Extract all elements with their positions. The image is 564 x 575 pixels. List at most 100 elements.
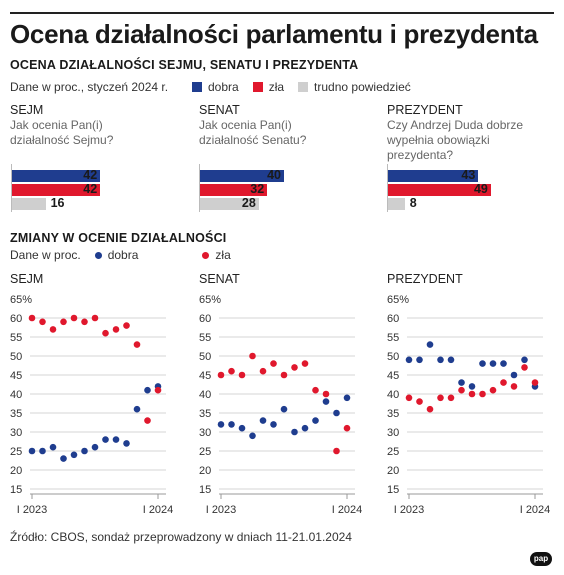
bar-value-dobra: 42 (83, 168, 98, 182)
point-dobra (60, 455, 67, 462)
point-zla (510, 383, 518, 390)
panel-question: Jak ocenia Pan(i) działalność Sejmu? (10, 118, 114, 147)
bar-axis-line (387, 164, 388, 212)
x-tick-label: I 2024 (520, 504, 551, 516)
point-zla (333, 447, 340, 455)
point-zla (426, 405, 434, 413)
point-zla (405, 394, 413, 402)
bar-value-zla: 32 (250, 182, 265, 196)
point-zla (102, 329, 109, 337)
section2-note: Dane w proc. (10, 248, 81, 262)
point-dobra (28, 447, 36, 455)
panel-name: SENAT (199, 103, 240, 117)
panel-question: Jak ocenia Pan(i) działalność Senatu? (199, 118, 307, 147)
y-tick-label: 50 (387, 351, 399, 363)
point-zla (500, 379, 507, 386)
y-tick-label: 50 (10, 351, 22, 363)
bar-dobra (200, 170, 284, 182)
panel-name: PREZYDENT (387, 103, 463, 117)
point-zla (447, 394, 455, 402)
point-dobra (217, 421, 225, 428)
point-dobra (39, 447, 46, 455)
bar-value-dobra: 40 (267, 168, 281, 182)
point-zla (60, 318, 67, 326)
bar-dobra (388, 170, 479, 182)
y-tick-label: 15 (199, 484, 211, 496)
pap-logo: pap (530, 552, 552, 566)
point-zla (301, 360, 309, 367)
legend-label: dobra (208, 80, 239, 94)
bar-value-trudno: 8 (409, 196, 417, 210)
point-zla (437, 394, 444, 402)
point-dobra (49, 443, 57, 451)
point-zla (270, 360, 277, 367)
point-zla (91, 314, 99, 322)
point-dobra (301, 424, 309, 432)
point-dobra (343, 394, 351, 402)
legend-dot-dobra (94, 251, 102, 259)
point-zla (133, 341, 141, 348)
point-dobra (228, 421, 235, 428)
point-dobra (238, 424, 246, 432)
point-zla (280, 371, 288, 379)
point-dobra (458, 379, 465, 386)
legend-item-dobra: dobra (94, 248, 138, 262)
point-dobra (426, 341, 434, 348)
point-dobra (489, 360, 497, 367)
y-tick-label: 55 (199, 332, 211, 344)
y-tick-label: 40 (199, 389, 211, 401)
x-tick-label: I 2024 (332, 504, 363, 516)
y-tick-label: 20 (10, 465, 22, 477)
point-dobra (333, 409, 340, 417)
legend-item-zla: zła (252, 80, 285, 94)
bar-trudno (200, 198, 259, 210)
point-dobra (270, 421, 277, 428)
point-zla (217, 371, 225, 379)
point-zla (458, 386, 465, 394)
bar-value-zla: 42 (83, 182, 98, 196)
x-tick-label: I 2023 (206, 504, 237, 516)
point-dobra (500, 360, 507, 367)
legend-label: zła (268, 80, 285, 94)
y-tick-label: 20 (199, 465, 211, 477)
y-top-label: 65% (10, 294, 32, 306)
point-zla (49, 326, 57, 333)
y-tick-label: 55 (10, 332, 22, 344)
y-tick-label: 45 (10, 370, 22, 382)
bar-zla (388, 184, 491, 196)
y-tick-label: 55 (387, 332, 399, 344)
y-tick-label: 30 (387, 427, 399, 439)
point-dobra (81, 447, 88, 455)
panel-name: SEJM (10, 103, 44, 117)
y-tick-label: 50 (199, 351, 211, 363)
point-dobra (91, 443, 99, 451)
source-note: Źródło: CBOS, sondaż przeprowadzony w dn… (10, 530, 352, 544)
point-zla (521, 364, 528, 371)
point-zla (479, 390, 486, 398)
dot-legend: Dane w proc. dobra zła (10, 248, 245, 262)
bar-value-zla: 49 (473, 182, 488, 196)
point-zla (531, 379, 539, 386)
point-zla (489, 386, 497, 394)
y-tick-label: 45 (387, 370, 399, 382)
point-dobra (259, 417, 267, 424)
top-rule (10, 12, 554, 14)
legend-item-zla: zła (202, 248, 231, 262)
scatter-name-sejm: SEJM (10, 272, 44, 286)
point-dobra (291, 428, 298, 436)
legend-swatch-trudno (298, 82, 309, 92)
bar-trudno (388, 198, 405, 210)
point-zla (343, 424, 351, 432)
y-tick-label: 35 (199, 408, 211, 420)
point-zla (28, 314, 36, 322)
point-dobra (133, 405, 141, 413)
point-zla (249, 352, 256, 360)
point-zla (81, 318, 88, 326)
legend-label: zła (215, 248, 231, 262)
point-dobra (479, 360, 486, 367)
y-tick-label: 45 (199, 370, 211, 382)
bar-zla (200, 184, 268, 196)
point-zla (112, 326, 120, 333)
bar-value-trudno: 28 (241, 196, 256, 210)
bar-trudno (12, 198, 46, 210)
